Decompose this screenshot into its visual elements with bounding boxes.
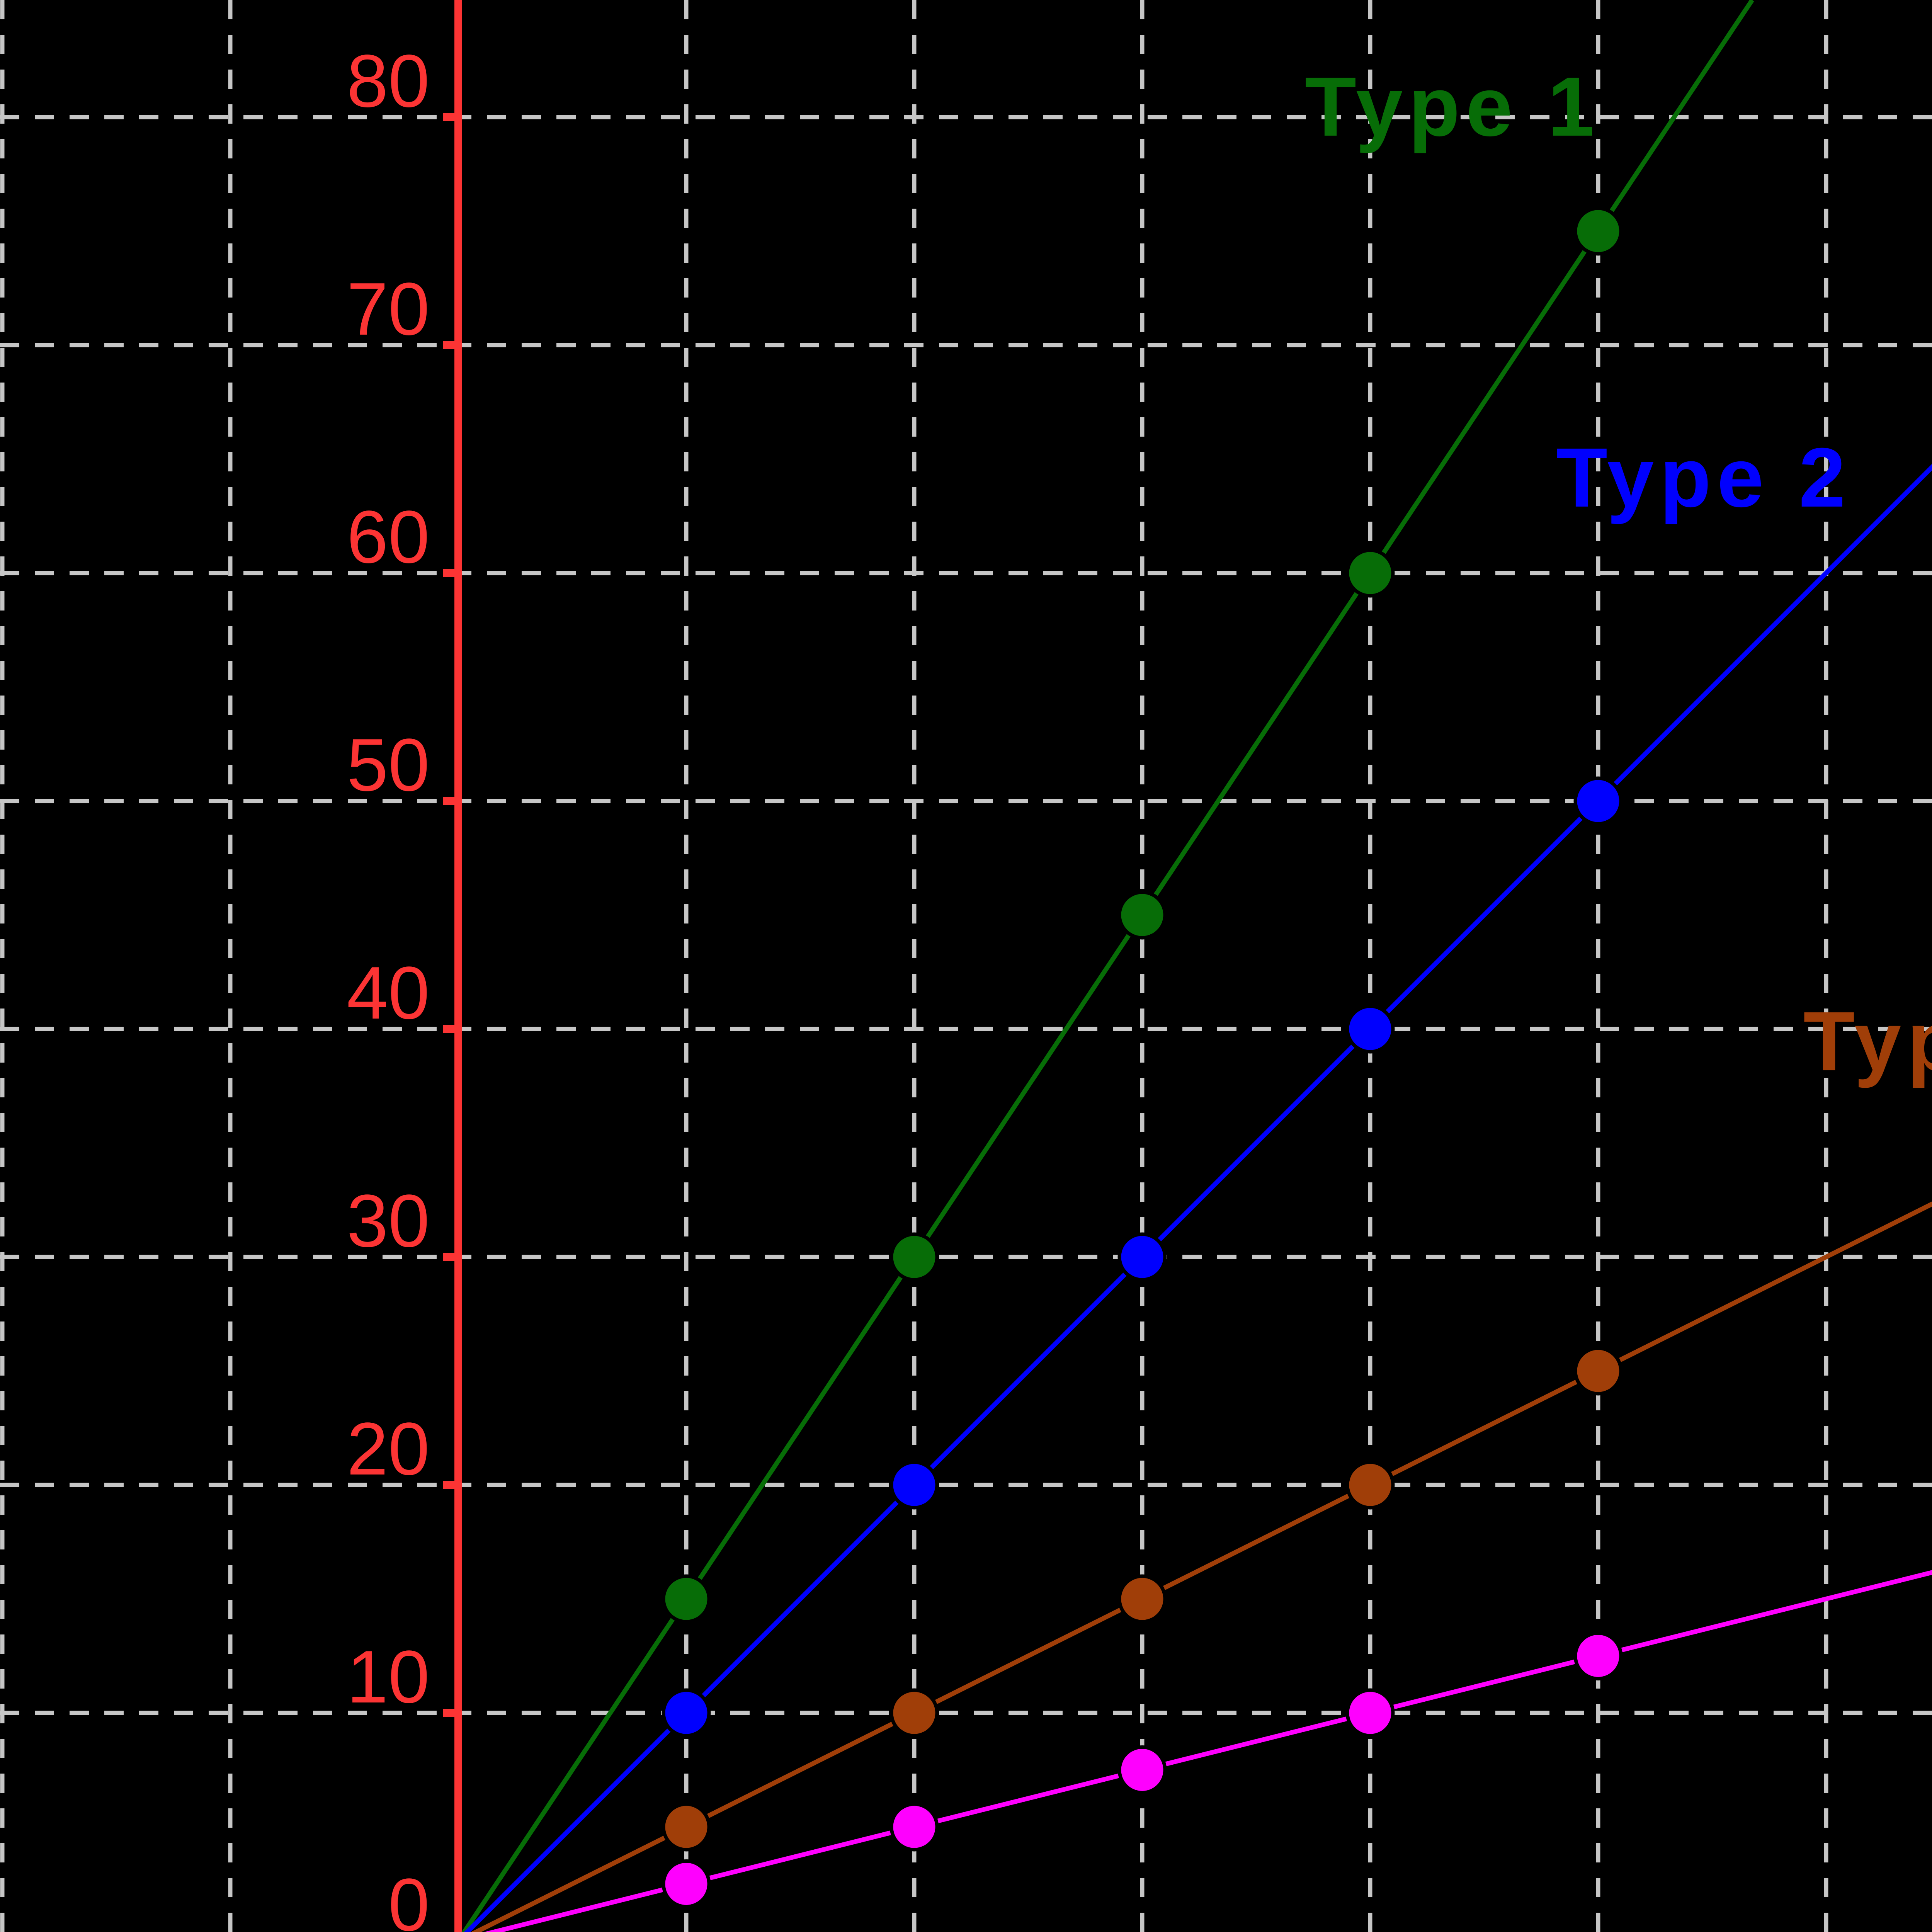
svg-text:70: 70 bbox=[347, 267, 430, 350]
svg-text:60: 60 bbox=[347, 495, 430, 578]
svg-text:50: 50 bbox=[347, 723, 430, 806]
svg-text:40: 40 bbox=[347, 951, 430, 1034]
svg-text:80: 80 bbox=[347, 39, 430, 122]
svg-text:Type 1: Type 1 bbox=[1305, 60, 1600, 154]
svg-text:Type 2: Type 2 bbox=[1556, 431, 1851, 525]
svg-text:Type 3: Type 3 bbox=[1803, 995, 1932, 1088]
svg-text:0: 0 bbox=[388, 1863, 430, 1932]
svg-text:10: 10 bbox=[347, 1635, 430, 1718]
svg-text:20: 20 bbox=[347, 1407, 430, 1490]
svg-text:30: 30 bbox=[347, 1179, 430, 1262]
